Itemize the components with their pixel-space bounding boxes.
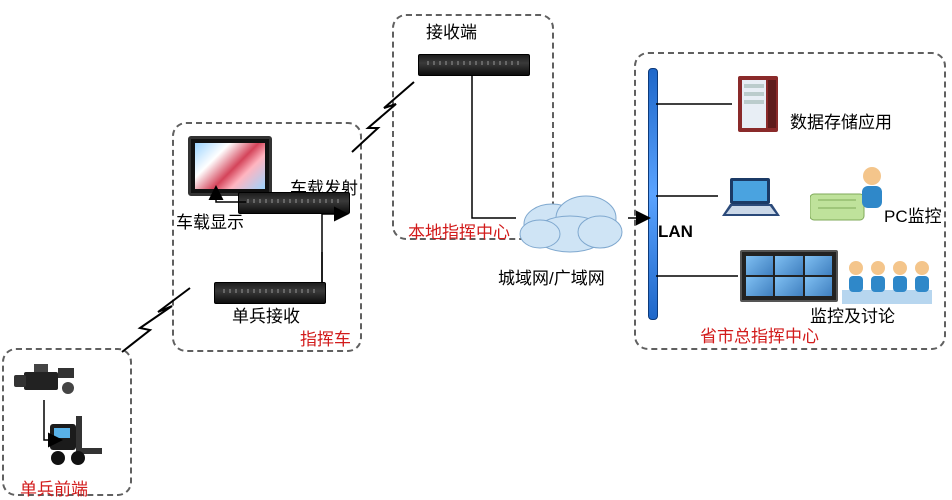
forklift-icon	[42, 414, 108, 466]
label-soldier-recv: 单兵接收	[232, 302, 300, 327]
laptop-icon	[720, 176, 782, 220]
label-storage: 数据存储应用	[790, 108, 892, 133]
label-lan: LAN	[658, 222, 693, 242]
label-pc-monitor: PC监控	[884, 202, 942, 227]
rack-local-icon	[418, 54, 530, 76]
title-localcmd: 本地指挥中心	[408, 218, 510, 243]
screen-wall-icon	[740, 250, 838, 302]
cloud-icon	[512, 178, 632, 258]
title-province: 省市总指挥中心	[700, 322, 819, 347]
lan-bar-icon	[648, 68, 658, 320]
label-man-wan: 城域网/广域网	[498, 264, 605, 289]
camera-icon	[14, 358, 84, 400]
diagram-stage: { "canvas": { "width": 952, "height": 50…	[0, 0, 952, 500]
controller-person-icon	[810, 164, 840, 210]
rack-vehicle-bottom-icon	[214, 282, 326, 304]
rack-vehicle-top-icon	[238, 192, 350, 214]
label-receiver: 接收端	[426, 18, 477, 43]
title-vehicle: 指挥车	[300, 325, 351, 350]
label-veh-display: 车载显示	[176, 208, 244, 233]
monitor-icon	[188, 136, 272, 196]
title-frontend: 单兵前端	[20, 475, 88, 500]
audience-icon	[842, 250, 932, 315]
server-icon	[734, 74, 784, 136]
